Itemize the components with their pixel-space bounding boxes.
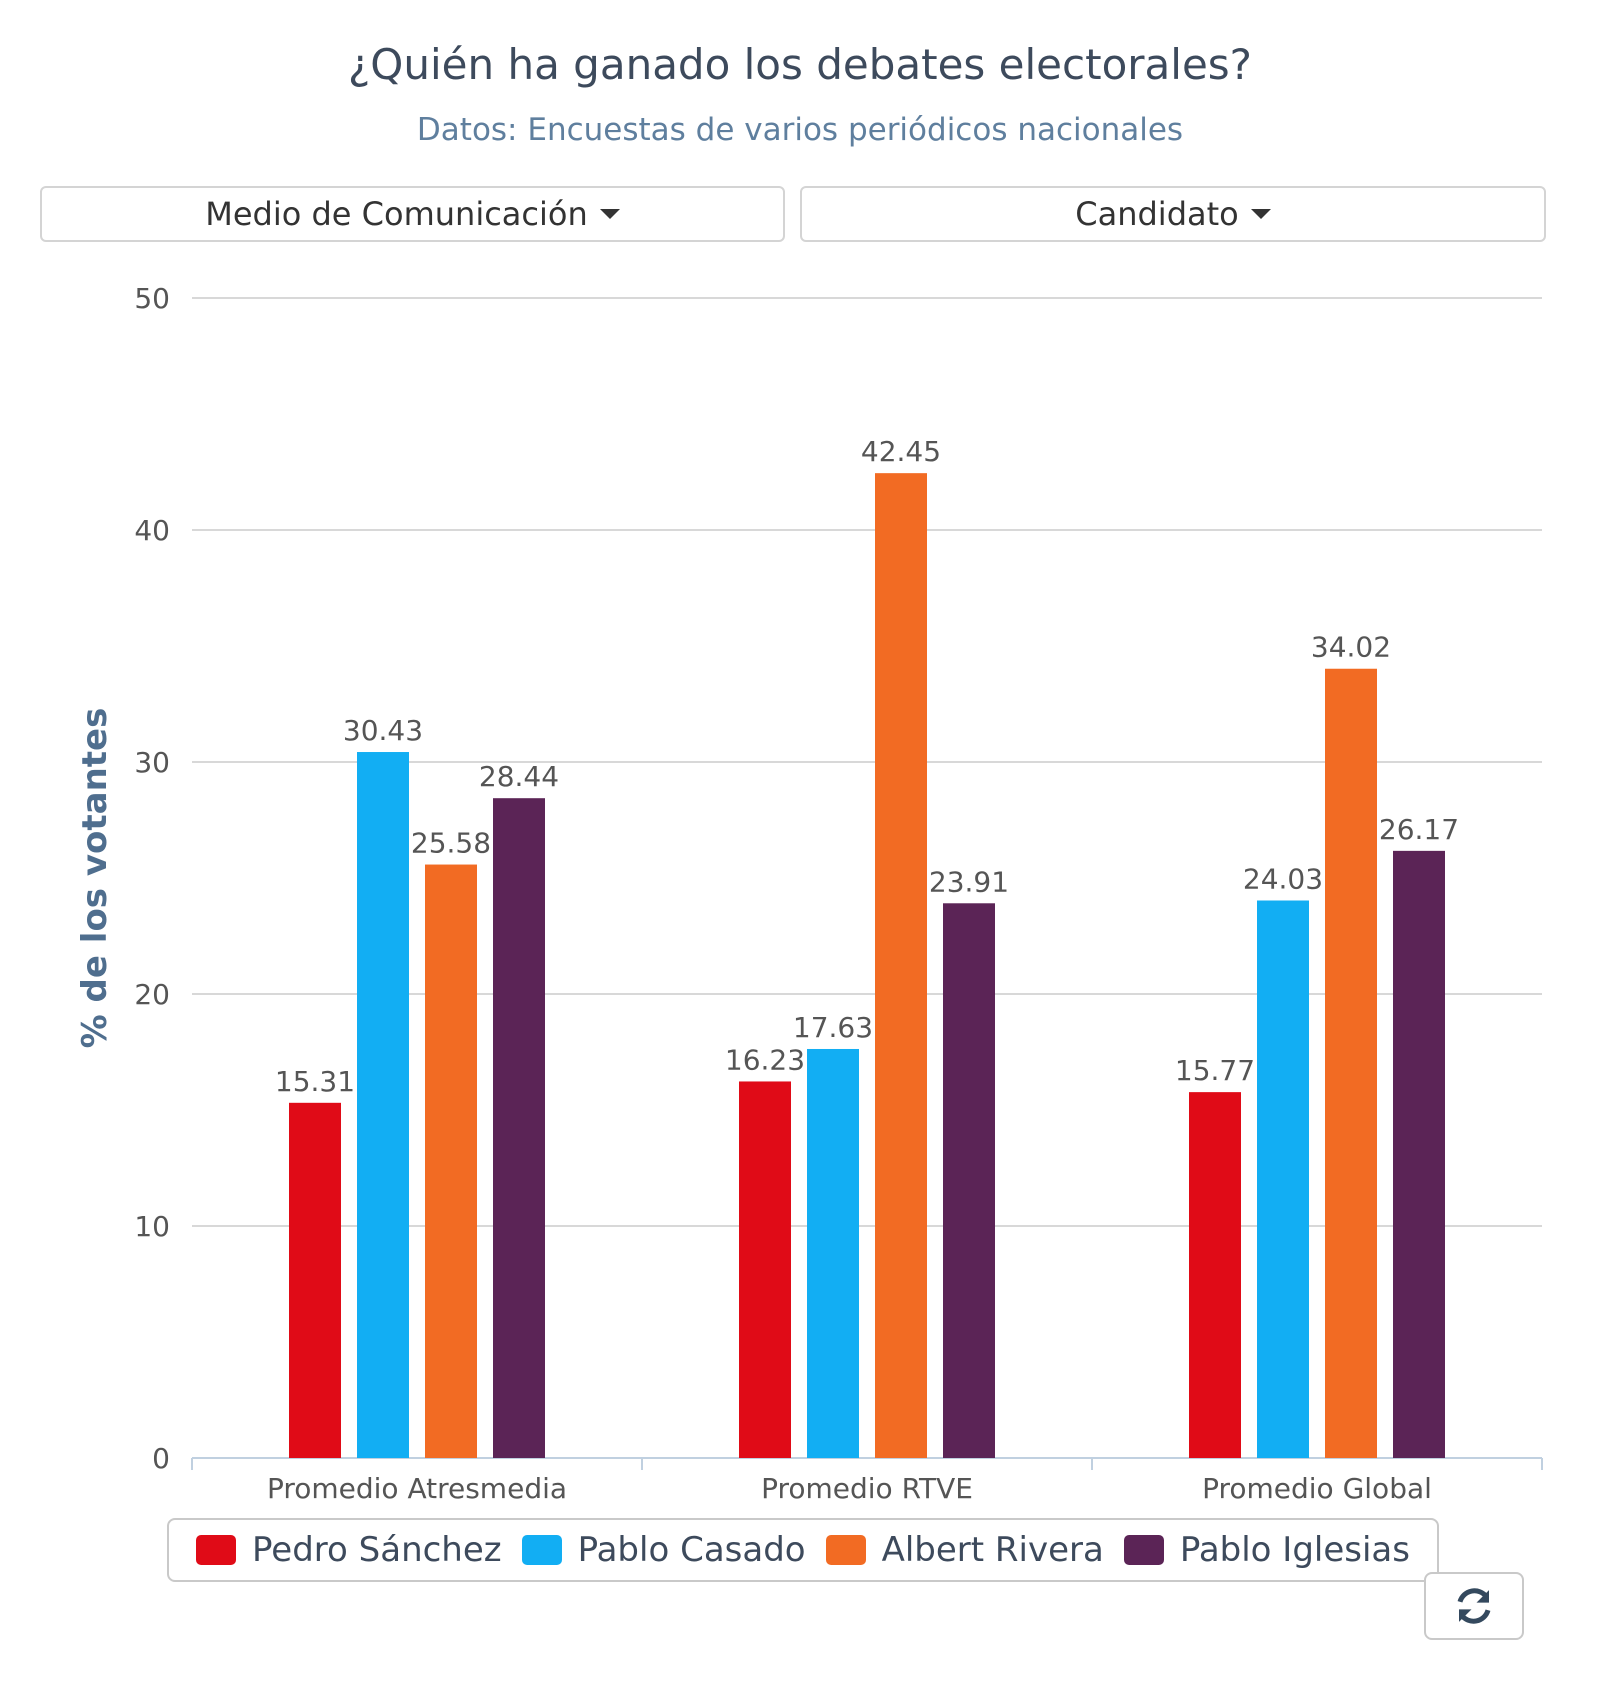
x-tick-label: Promedio RTVE: [761, 1472, 973, 1505]
legend-label: Pablo Iglesias: [1179, 1530, 1410, 1570]
refresh-button[interactable]: [1424, 1572, 1524, 1640]
data-label: 28.44: [479, 760, 559, 793]
legend-label: Pablo Casado: [577, 1530, 806, 1570]
y-axis-title: % de los votantes: [75, 708, 115, 1049]
legend-swatch: [825, 1535, 866, 1565]
bar: [739, 1081, 791, 1458]
data-label: 15.31: [275, 1065, 355, 1098]
bar: [289, 1102, 341, 1458]
bar: [875, 473, 927, 1458]
legend-swatch: [521, 1535, 562, 1565]
legend-item[interactable]: Pablo Casado: [521, 1530, 806, 1570]
bar: [1325, 668, 1377, 1458]
y-tick-label: 20: [134, 978, 170, 1011]
legend-label: Albert Rivera: [881, 1530, 1104, 1570]
caret-down-icon: [599, 209, 620, 219]
bar: [1257, 900, 1309, 1458]
bar: [493, 798, 545, 1458]
data-label: 24.03: [1243, 863, 1323, 896]
legend-swatch: [196, 1535, 237, 1565]
bar: [807, 1048, 859, 1458]
candidate-dropdown[interactable]: Candidato: [800, 186, 1546, 242]
data-label: 17.63: [793, 1011, 873, 1044]
y-tick-label: 0: [152, 1442, 170, 1475]
data-label: 25.58: [411, 827, 491, 860]
data-label: 30.43: [343, 714, 423, 747]
chart-subtitle: Datos: Encuestas de varios periódicos na…: [416, 112, 1184, 148]
x-tick-label: Promedio Global: [1202, 1472, 1432, 1505]
data-label: 23.91: [929, 865, 1009, 898]
media-dropdown-label: Medio de Comunicación: [205, 195, 588, 233]
x-tick-label: Promedio Atresmedia: [267, 1472, 567, 1505]
legend-swatch: [1123, 1535, 1164, 1565]
data-label: 26.17: [1379, 813, 1459, 846]
y-tick-label: 50: [134, 282, 170, 315]
bar: [425, 864, 477, 1458]
bar: [943, 903, 995, 1458]
data-label: 15.77: [1175, 1054, 1255, 1087]
y-tick-label: 40: [134, 514, 170, 547]
y-tick-label: 30: [134, 746, 170, 779]
bar: [1393, 850, 1445, 1458]
legend-item[interactable]: Pedro Sánchez: [196, 1530, 502, 1570]
candidate-dropdown-label: Candidato: [1075, 195, 1239, 233]
caret-down-icon: [1250, 209, 1271, 219]
legend-item[interactable]: Albert Rivera: [825, 1530, 1104, 1570]
bar: [357, 752, 409, 1458]
chart-legend: Pedro Sánchez Pablo Casado Albert Rivera Pa…: [167, 1518, 1439, 1582]
legend-item[interactable]: Pablo Iglesias: [1123, 1530, 1410, 1570]
legend-label: Pedro Sánchez: [252, 1530, 502, 1570]
data-label: 42.45: [861, 435, 941, 468]
data-label: 34.02: [1311, 631, 1391, 664]
y-tick-label: 10: [134, 1210, 170, 1243]
bar: [1189, 1092, 1241, 1458]
refresh-icon: [1457, 1588, 1491, 1624]
chart-title: ¿Quién ha ganado los debates electorales…: [348, 40, 1252, 89]
data-label: 16.23: [725, 1043, 805, 1076]
media-dropdown[interactable]: Medio de Comunicación: [40, 186, 785, 242]
